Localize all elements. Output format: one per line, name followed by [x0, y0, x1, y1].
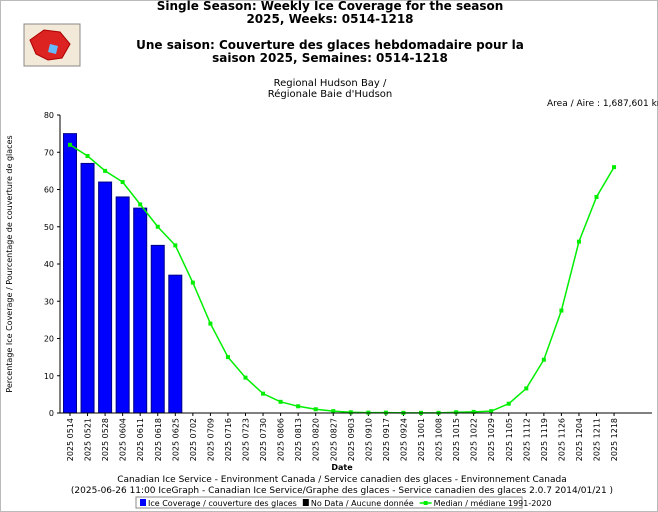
- median-point: [348, 410, 353, 415]
- x-tick-label: 2025 1218: [610, 418, 619, 461]
- title: Une saison: Couverture des glaces hebdom…: [136, 38, 524, 52]
- median-point: [173, 243, 178, 248]
- legend-swatch: [302, 499, 309, 506]
- x-tick-label: 2025 0827: [329, 418, 338, 461]
- bar: [168, 274, 183, 414]
- region: Regional Hudson Bay /: [274, 78, 387, 89]
- x-tick-label: 2025 0521: [84, 418, 93, 461]
- median-point: [120, 180, 125, 185]
- legend-box: [135, 496, 523, 509]
- x-tick-label: 2025 1126: [557, 418, 566, 461]
- median-point: [331, 409, 336, 414]
- x-tick-label: 2025 0709: [206, 418, 215, 461]
- median-point: [559, 308, 564, 313]
- median-point: [243, 375, 248, 380]
- x-tick-label: 2025 1022: [470, 418, 479, 461]
- y-tick-label: 60: [44, 186, 54, 195]
- x-tick-label: 2025 0528: [101, 418, 110, 461]
- y-tick-label: 80: [44, 111, 54, 120]
- median-point: [85, 153, 90, 158]
- x-tick-label: 2025 0813: [294, 418, 303, 461]
- x-tick-label: 2025 1112: [522, 418, 531, 461]
- median-point: [68, 142, 72, 147]
- median-point: [454, 410, 459, 415]
- x-tick-label: 2025 0625: [171, 418, 180, 461]
- map-icon: [23, 23, 81, 67]
- title: Single Season: Weekly Ice Coverage for t…: [157, 0, 504, 13]
- footer: Canadian Ice Service - Environment Canad…: [117, 475, 566, 485]
- region: Régionale Baie d'Hudson: [268, 88, 393, 100]
- x-tick-label: 2025 1029: [487, 418, 496, 461]
- median-point: [594, 194, 599, 199]
- x-tick-label: 2025 0604: [119, 418, 128, 461]
- y-tick-label: 10: [44, 372, 54, 381]
- median-point: [261, 391, 266, 396]
- bar: [133, 207, 148, 414]
- legend-swatch: [140, 499, 146, 506]
- footer: (2025-06-26 11:00 IceGraph - Canadian Ic…: [71, 486, 613, 496]
- x-tick-label: 2025 0820: [312, 418, 321, 461]
- legend-swatch: [423, 501, 428, 505]
- x-tick-label: 2025 0903: [347, 418, 356, 461]
- x-tick-label: 2025 0514: [66, 418, 75, 461]
- y-tick-label: 50: [44, 223, 54, 232]
- x-tick-label: 2025 0924: [399, 418, 408, 461]
- title: saison 2025, Semaines: 0514-1218: [212, 51, 448, 65]
- x-tick-label: 2025 1119: [540, 418, 549, 461]
- x-tick-label: 2025 0917: [382, 418, 391, 461]
- legend-label: Ice Coverage / couverture des glaces: [148, 499, 297, 508]
- median-point: [208, 321, 213, 326]
- x-tick-label: 2025 0611: [136, 418, 145, 461]
- x-tick-label: 2025 0716: [224, 418, 233, 461]
- median-point: [190, 280, 195, 285]
- x-tick-label: 2025 1008: [435, 418, 444, 461]
- median-point: [576, 239, 581, 244]
- x-tick-label: 2025 1105: [505, 418, 514, 461]
- median-point: [489, 409, 494, 414]
- x-tick-label: 2025 0910: [364, 418, 373, 461]
- median-point: [103, 168, 108, 173]
- x-tick-label: 2025 1204: [575, 418, 584, 461]
- median-point: [138, 202, 143, 207]
- median-point: [471, 409, 476, 414]
- bar: [150, 244, 165, 414]
- bar: [63, 133, 77, 414]
- median-point: [506, 401, 511, 406]
- y-axis-label: Percentage Ice Coverage / Pourcentage de…: [5, 135, 14, 392]
- x-axis-label: Date: [331, 463, 353, 472]
- x-tick-label: 2025 1001: [417, 418, 426, 461]
- median-point: [155, 224, 160, 229]
- median-point: [296, 404, 301, 409]
- median-point: [524, 386, 529, 391]
- median-point: [541, 357, 546, 362]
- median-point: [225, 355, 230, 360]
- y-tick-label: 20: [44, 335, 54, 344]
- area: Area / Aire : 1,687,601 km²: [547, 99, 658, 109]
- median-point: [278, 399, 283, 404]
- x-tick-label: 2025 0702: [189, 418, 198, 461]
- y-tick-label: 30: [44, 297, 54, 306]
- median-point: [313, 407, 318, 412]
- y-tick-label: 40: [44, 260, 54, 269]
- x-tick-label: 2025 0806: [277, 418, 286, 461]
- x-tick-label: 2025 0618: [154, 418, 163, 461]
- median-line: [69, 144, 615, 414]
- legend-label: Median / médiane 1991-2020: [434, 498, 552, 508]
- median-point: [612, 165, 617, 170]
- bar: [80, 162, 95, 414]
- x-tick-label: 2025 0730: [259, 418, 268, 461]
- x-tick-label: 2025 1015: [452, 418, 461, 461]
- y-tick-label: 70: [44, 148, 54, 157]
- y-tick-label: 0: [49, 409, 54, 418]
- x-tick-label: 2025 0723: [242, 418, 251, 461]
- bar: [115, 196, 130, 414]
- x-tick-label: 2025 1211: [593, 418, 602, 461]
- bar: [98, 181, 113, 414]
- title: 2025, Weeks: 0514-1218: [246, 12, 413, 26]
- legend-label: No Data / Aucune donnée: [311, 498, 414, 508]
